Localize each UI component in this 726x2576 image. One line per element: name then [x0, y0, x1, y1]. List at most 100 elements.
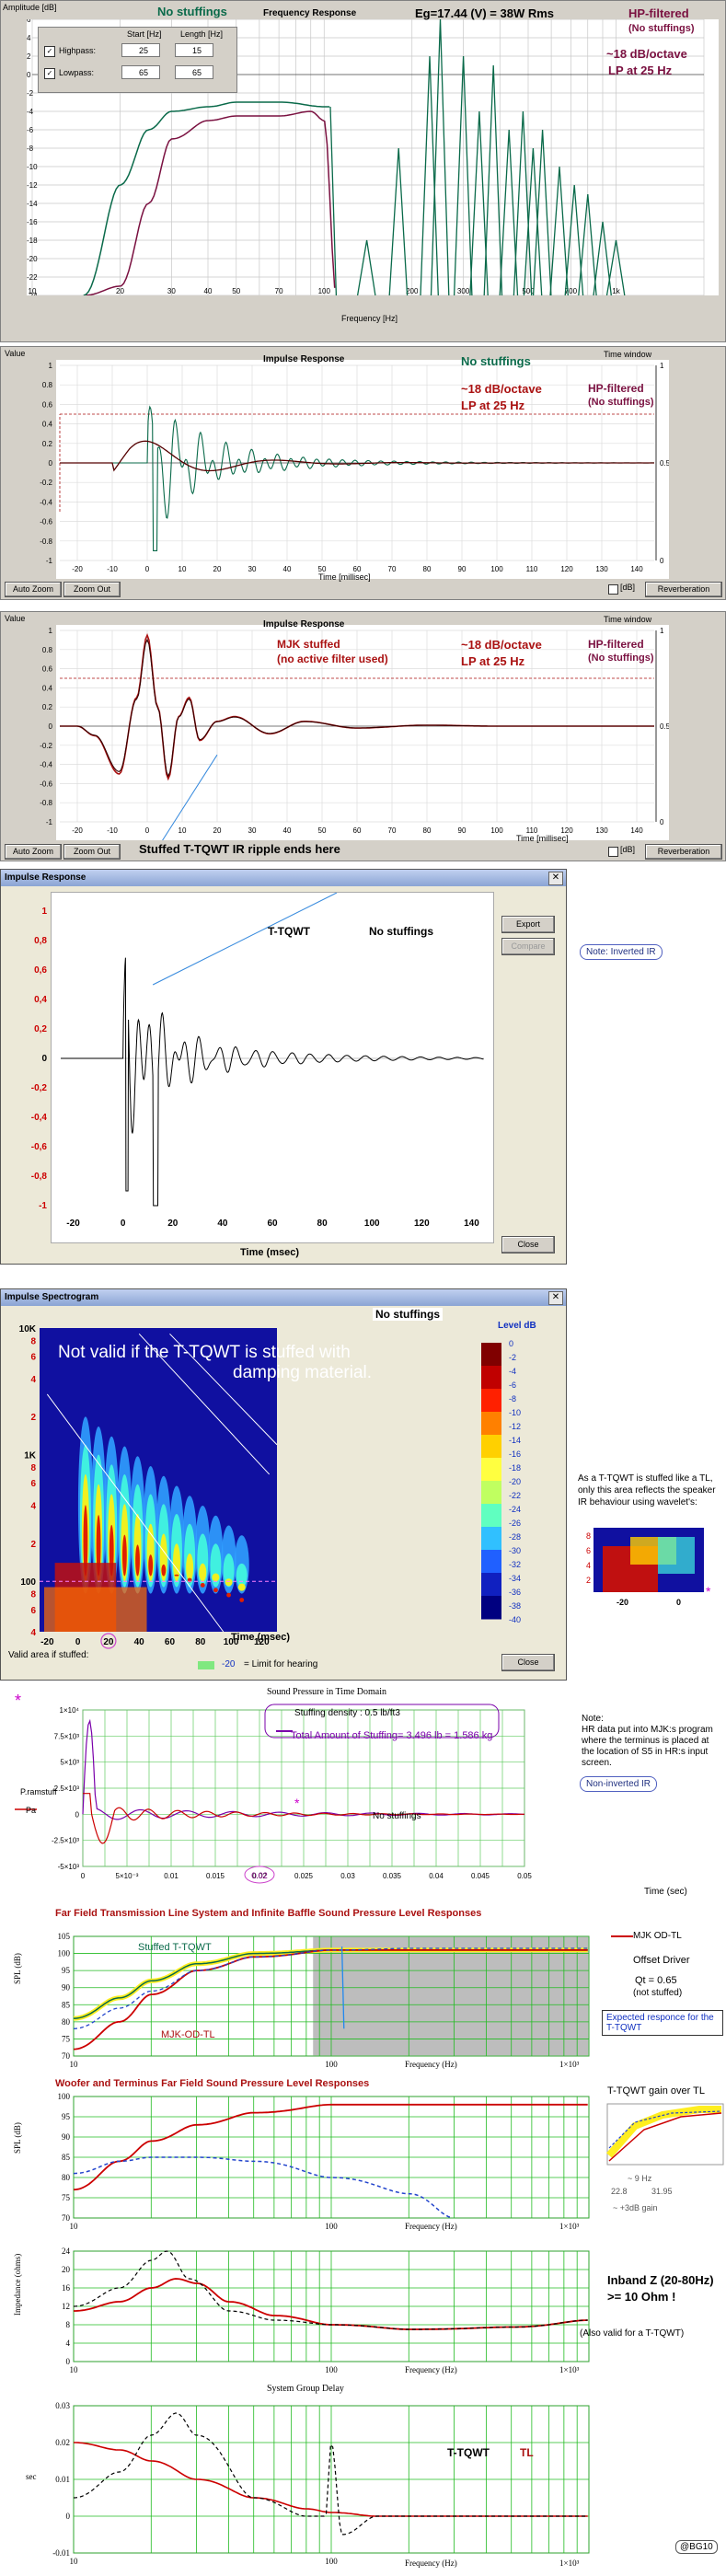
dlg1-export-button[interactable]: Export	[501, 916, 555, 933]
dlg1-close-x-button[interactable]: ✕	[548, 872, 563, 885]
y-tick-label: -0.2	[40, 742, 52, 750]
ir1-autozoom-button[interactable]: Auto Zoom	[5, 582, 62, 597]
x-tick-label: 90	[458, 826, 467, 835]
y-tick-label: 1	[41, 907, 47, 917]
y-tick-label: -20	[27, 255, 38, 263]
x-tick-label: 1k	[612, 287, 620, 295]
x-end-label: 1×10³	[559, 2365, 580, 2374]
colorbar-segment	[481, 1435, 501, 1459]
ir2-autozoom-button[interactable]: Auto Zoom	[5, 844, 62, 860]
x-tick-label: 120	[254, 1637, 270, 1647]
resonance-peak	[578, 193, 597, 295]
dlg1-no-stuffings: No stuffings	[369, 925, 433, 938]
ir1-reverberation-button[interactable]: Reverberation	[645, 582, 722, 597]
x-tick-label: 10	[70, 2365, 79, 2374]
pointer-line	[162, 754, 218, 840]
ir2-title: Impulse Response	[263, 619, 345, 630]
ir1-zoomout-button[interactable]: Zoom Out	[63, 582, 121, 597]
x-end-label: 1×10³	[559, 2060, 580, 2069]
colorbar-segment	[481, 1412, 501, 1436]
y-tick-label: 100	[58, 2092, 71, 2101]
y-tick-label: -1	[46, 557, 53, 565]
x-tick-label: 100	[325, 2365, 338, 2374]
resonance-peak	[356, 239, 376, 295]
colorbar-tick-label: -20	[509, 1477, 521, 1486]
y-tick-label: 1×10⁴	[60, 1706, 80, 1715]
y-tick-label: 90	[62, 1983, 71, 1993]
sp-title: Sound Pressure in Time Domain	[267, 1687, 387, 1697]
y-tick-label: 75	[62, 2193, 71, 2202]
dlg2-close-x-button[interactable]: ✕	[548, 1291, 563, 1305]
x-tick-label: 80	[423, 826, 432, 835]
sound-pressure-chart: 1×10⁴7.5×10³5×10³2.5×10³0-2.5×10³-5×10³0…	[15, 1704, 532, 1884]
x-tick-label: 40	[283, 826, 292, 835]
y-tick-label: 75	[62, 2034, 71, 2043]
x-tick-label: 10	[70, 2060, 79, 2069]
colorbar-tick-label: -38	[509, 1601, 521, 1611]
resonance-peak	[483, 64, 503, 295]
hp-filtered-line	[83, 110, 336, 295]
x-axis-label: Frequency (Hz)	[405, 2365, 457, 2374]
ir1-plot-area: -20 -10 0 10 20 30 40 50 60 70 80 90 100 110 120 130 140…	[56, 360, 669, 579]
highpass-checkbox[interactable]: ✓	[44, 46, 55, 57]
highpass-length-input[interactable]: 15	[175, 43, 213, 57]
x-tick-label: 110	[526, 565, 538, 573]
sp-y-label-2: Pa	[26, 1806, 37, 1815]
group-delay-tl-line	[74, 2442, 588, 2517]
y-tick-label: 0	[49, 459, 53, 468]
highpass-start-input[interactable]: 25	[121, 43, 160, 57]
x-tick-label: 100	[325, 2557, 338, 2566]
colorbar-tick-label: -6	[509, 1380, 516, 1390]
dlg1-compare-button[interactable]: Compare	[501, 938, 555, 955]
marker-ellipse	[244, 1866, 275, 1884]
lowpass-length-input[interactable]: 65	[175, 65, 213, 79]
lowpass-start-input[interactable]: 65	[121, 65, 160, 79]
y-tick-label: 0.6	[42, 665, 53, 674]
y-tick-label: -0,4	[31, 1113, 48, 1123]
dlg2-not-valid-2: damping material.	[233, 1363, 373, 1382]
ir2-zoomout-button[interactable]: Zoom Out	[63, 844, 121, 860]
fr-lp: LP at 25 Hz	[608, 64, 673, 77]
x-axis-label: Frequency (Hz)	[405, 2060, 457, 2069]
ir2-db-checkbox[interactable]	[608, 847, 618, 857]
dlg1-close-button[interactable]: Close	[501, 1236, 555, 1253]
x-tick-label: 0	[121, 1219, 126, 1229]
fr-no-stuffings: No stuffings	[157, 5, 227, 18]
tl-expected-note: Expected responce for the T-TQWT	[602, 2010, 723, 2036]
y-tick-label: -6	[27, 126, 34, 134]
y-tick-label: 6	[30, 1479, 36, 1489]
expected-drop	[340, 1946, 345, 2029]
resonance-peak	[513, 110, 533, 295]
y-tick-label: 85	[62, 2000, 71, 2009]
x-tick-label: 40	[217, 1219, 228, 1229]
y-tick-label: 2	[30, 1540, 36, 1550]
colorbar-segment	[481, 1458, 501, 1482]
x-tick-label: 0.04	[429, 1872, 444, 1880]
x-tick-label: 80	[317, 1219, 328, 1229]
frequency-response-panel: 6420-2-4-6-8-10-12-14-16-18-20-22-241020…	[0, 0, 726, 342]
ir1-y-label: Value	[5, 349, 26, 358]
y-tick-label: 0,6	[34, 965, 47, 976]
imp-also-valid: (Also valid for a T-TQWT)	[580, 2328, 685, 2339]
stuffing-callout	[264, 1704, 500, 1739]
ir1-db-checkbox[interactable]	[608, 584, 618, 595]
x-tick-label: 70	[388, 565, 397, 573]
spectrogram-blob	[135, 1544, 140, 1577]
ir1-x-label: Time [millisec]	[318, 572, 371, 582]
dlg2-titlebar: Impulse Spectrogram	[1, 1289, 566, 1306]
inverted-ir-note: Note: Inverted IR	[580, 944, 663, 960]
impedance-zs-line	[73, 2250, 588, 2330]
y-tick-label: 85	[62, 2153, 71, 2162]
x-tick-label: 120	[414, 1219, 430, 1229]
dlg2-close-button[interactable]: Close	[501, 1654, 555, 1671]
spectrogram-blob	[83, 1505, 88, 1577]
x-tick-label: 0.01	[164, 1872, 179, 1880]
y-tick-label: 4	[30, 1375, 36, 1385]
ir2-reverberation-button[interactable]: Reverberation	[645, 844, 722, 860]
sp-stuffing-density: Stuffing density : 0.5 lb/ft3	[294, 1708, 400, 1718]
lowpass-checkbox[interactable]: ✓	[44, 68, 55, 79]
tl-mjk-od-tl: MJK-OD-TL	[161, 2029, 215, 2040]
limit-swatch	[198, 1661, 214, 1669]
tl-offset-driver: Offset Driver	[633, 1955, 690, 1966]
right-tick-label: 0	[660, 557, 664, 565]
